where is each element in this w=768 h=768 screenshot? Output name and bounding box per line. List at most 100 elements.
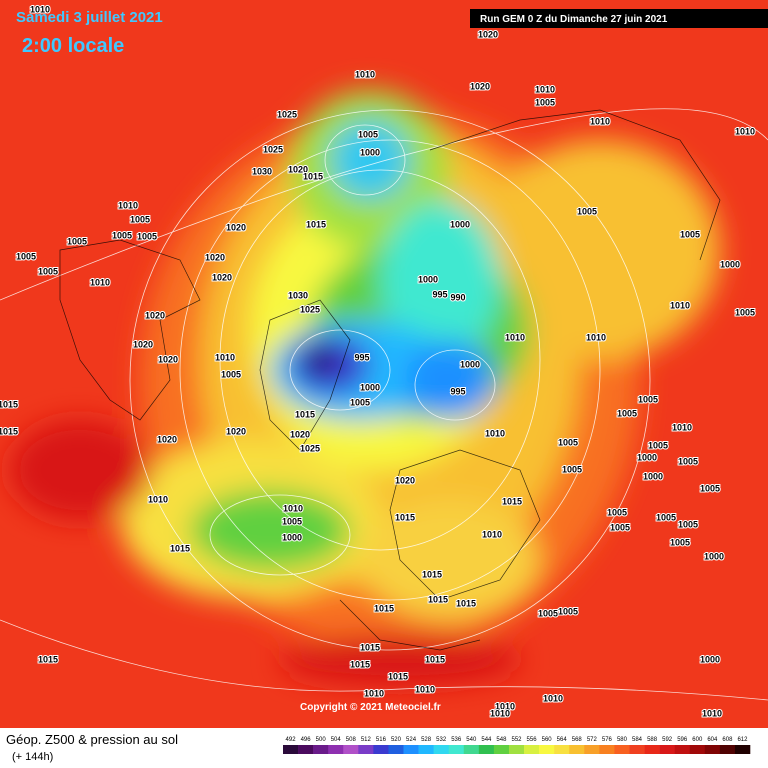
colorbar-cell	[584, 745, 600, 754]
pressure-label: 1000	[704, 551, 724, 561]
pressure-label: 1010	[148, 494, 168, 504]
colorbar-label: 512	[361, 737, 372, 743]
colorbar-cell	[373, 745, 389, 754]
colorbar-label: 580	[617, 737, 628, 743]
run-banner	[470, 9, 768, 28]
pressure-label: 1010	[535, 84, 555, 94]
pressure-label: 1010	[283, 503, 303, 513]
pressure-label: 1015	[295, 409, 315, 419]
colorbar-label: 592	[662, 737, 673, 743]
pressure-label: 1005	[678, 519, 698, 529]
colorbar-label: 536	[451, 737, 462, 743]
colorbar-label: 548	[496, 737, 507, 743]
pressure-label: 1020	[478, 29, 498, 39]
colorbar-label: 532	[436, 737, 447, 743]
colorbar-cell	[674, 745, 691, 754]
pressure-label: 1010	[586, 332, 606, 342]
pressure-label: 1010	[495, 701, 515, 711]
pressure-label: 1005	[130, 214, 150, 224]
colorbar-label: 572	[587, 737, 598, 743]
colorbar-label: 576	[602, 737, 613, 743]
colorbar-label: 612	[737, 737, 748, 743]
pressure-label: 1015	[303, 171, 323, 181]
colorbar-label: 544	[481, 737, 492, 743]
date: Samedi 3 juillet 2021	[16, 9, 163, 26]
pressure-label: 1015	[0, 399, 18, 409]
pressure-label: 1025	[300, 443, 320, 453]
colorbar-label: 564	[557, 737, 568, 743]
colorbar-cell	[433, 745, 450, 754]
pressure-label: 1020	[133, 339, 153, 349]
colorbar-label: 528	[421, 737, 432, 743]
pressure-label: 1005	[562, 464, 582, 474]
pressure-label: 1005	[282, 516, 302, 526]
colorbar-cell	[689, 745, 706, 754]
pressure-label: 995	[432, 289, 447, 299]
colorbar-cell	[448, 745, 465, 754]
pressure-label: 1020	[470, 81, 490, 91]
pressure-label: 1010	[415, 684, 435, 694]
pressure-label: 1025	[263, 144, 283, 154]
pressure-label: 1000	[643, 471, 663, 481]
legend-subtitle: (+ 144h)	[12, 751, 53, 763]
pressure-label: 1020	[395, 475, 415, 485]
pressure-label: 1020	[212, 272, 232, 282]
pressure-label: 1005	[558, 606, 578, 616]
pressure-label: 1010	[482, 529, 502, 539]
colorbar-label: 584	[632, 737, 643, 743]
pressure-label: 1000	[282, 532, 302, 542]
colorbar-cell	[569, 745, 585, 754]
pressure-label: 1020	[158, 354, 178, 364]
pressure-label: 1000	[418, 274, 438, 284]
pressure-label: 1000	[460, 359, 480, 369]
pressure-label: 1025	[277, 109, 297, 119]
pressure-label: 1005	[670, 537, 690, 547]
pressure-label: 1030	[288, 290, 308, 300]
pressure-label: 1005	[350, 397, 370, 407]
colorbar-cell	[734, 745, 751, 754]
pressure-label: 1020	[288, 164, 308, 174]
colorbar-cell	[508, 745, 525, 754]
pressure-label: 1020	[290, 429, 310, 439]
colorbar-label: 516	[376, 737, 387, 743]
field: 1010 1020 1010 1020 1010 1005 1010 1010 1025 1005…	[0, 0, 768, 728]
pressure-label: 1005	[648, 440, 668, 450]
colorbar-label: 600	[692, 737, 703, 743]
run-info: Run GEM 0 Z du Dimanche 27 juin 2021	[480, 14, 668, 25]
pressure-label: 1000	[360, 147, 380, 157]
colorbar-cell	[418, 745, 434, 754]
colorbar-label: 568	[572, 737, 583, 743]
pressure-label: 995	[450, 386, 465, 396]
pressure-label: 1010	[90, 277, 110, 287]
colorbar-cell	[478, 745, 495, 754]
colorbar-cell	[704, 745, 721, 754]
pressure-label: 1005	[610, 522, 630, 532]
colorbar-label: 588	[647, 737, 658, 743]
colorbar-cell	[358, 745, 374, 754]
pressure-label: 1015	[502, 496, 522, 506]
pressure-label: 1015	[425, 654, 445, 664]
pressure-label: 1005	[735, 307, 755, 317]
colorbar-cell	[629, 745, 645, 754]
colorbar-label: 552	[511, 737, 522, 743]
pressure-label: 1010	[485, 428, 505, 438]
pressure-label: 1010	[355, 69, 375, 79]
colorbar-cell	[343, 745, 359, 754]
legend-title: Géop. Z500 & pression au sol	[6, 732, 178, 747]
pressure-label: 1005	[577, 206, 597, 216]
pressure-label: 1005	[358, 129, 378, 139]
pressure-label: 1030	[252, 166, 272, 176]
colorbar-cell	[644, 745, 660, 754]
pressure-label: 1005	[535, 97, 555, 107]
pressure-label: 1010	[505, 332, 525, 342]
colorbar-label: 604	[707, 737, 718, 743]
pressure-label: 1000	[720, 259, 740, 269]
pressure-label: 1005	[680, 229, 700, 239]
colorbar-cell	[659, 745, 675, 754]
colorbar-label: 596	[677, 737, 688, 743]
colorbar-cell	[328, 745, 344, 754]
colorbar-label: 524	[406, 737, 417, 743]
colorbar-cell	[463, 745, 480, 754]
